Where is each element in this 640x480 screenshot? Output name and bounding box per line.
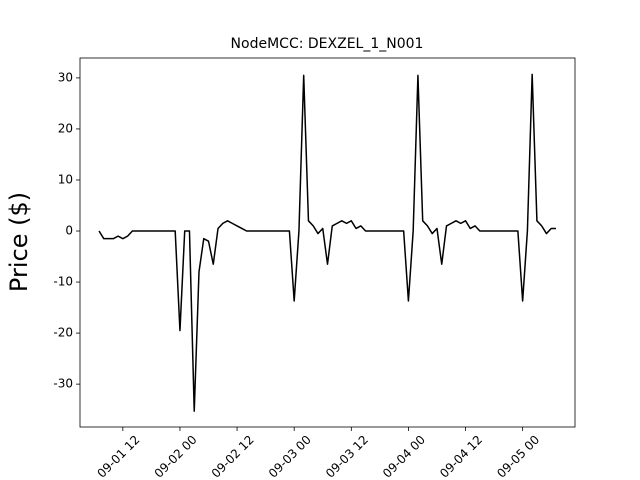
y-tick-label: -20	[53, 326, 73, 340]
chart-title: NodeMCC: DEXZEL_1_N001	[231, 36, 424, 52]
y-tick-label: -30	[53, 377, 73, 391]
x-tick-label: 09-04 12	[437, 433, 485, 480]
x-tick-label: 09-04 00	[380, 433, 428, 480]
x-tick-label: 09-03 00	[266, 433, 314, 480]
y-tick-label: 0	[65, 224, 73, 238]
y-tick-label: 20	[58, 121, 73, 135]
x-tick-label: 09-01 12	[94, 433, 142, 480]
x-tick-label: 09-05 00	[494, 433, 542, 480]
axes-frame	[79, 57, 576, 428]
y-tick-label: -10	[53, 275, 73, 289]
price-line	[98, 73, 556, 412]
y-tick-label: 10	[58, 172, 73, 186]
y-tick-label: 30	[58, 70, 73, 84]
x-tick-label: 09-02 12	[209, 433, 257, 480]
x-tick-label: 09-03 12	[323, 433, 371, 480]
x-tick-label: 09-02 00	[152, 433, 200, 480]
y-axis-label: Price ($)	[5, 192, 33, 292]
